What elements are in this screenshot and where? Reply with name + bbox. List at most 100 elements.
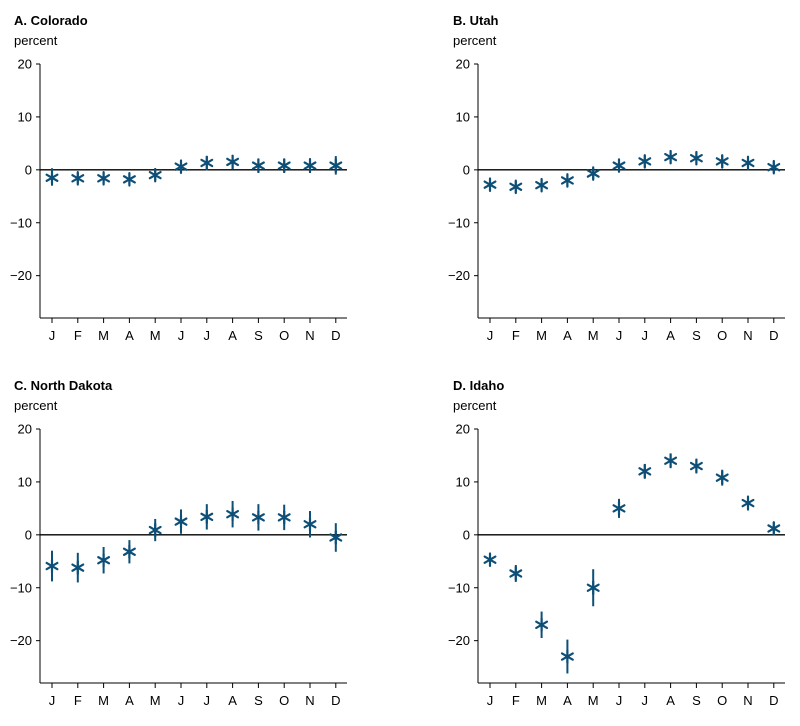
- data-point: [664, 453, 678, 469]
- data-point-stroke: [767, 524, 781, 533]
- x-tick-label: O: [279, 693, 289, 708]
- x-tick-label: M: [150, 693, 161, 708]
- data-point-stroke: [767, 162, 781, 172]
- data-point: [483, 552, 497, 568]
- x-tick-label: O: [279, 328, 289, 343]
- y-tick-label: −10: [448, 215, 470, 230]
- x-tick-label: N: [743, 328, 752, 343]
- data-point: [612, 501, 626, 516]
- x-tick-label: S: [692, 328, 701, 343]
- y-axis-unit-label: percent: [453, 398, 497, 413]
- y-tick-label: −10: [10, 215, 32, 230]
- x-tick-label: J: [487, 328, 494, 343]
- x-tick-label: D: [331, 328, 340, 343]
- data-point: [226, 506, 240, 522]
- data-point-stroke: [509, 569, 523, 578]
- y-tick-label: −10: [10, 580, 32, 595]
- data-point: [251, 158, 265, 173]
- data-point: [200, 155, 214, 171]
- x-tick-label: F: [512, 693, 520, 708]
- data-point: [638, 464, 652, 479]
- data-point-stroke: [483, 555, 497, 564]
- data-point-stroke: [560, 176, 574, 185]
- data-point-stroke: [226, 157, 240, 167]
- y-tick-label: −20: [448, 633, 470, 648]
- data-point: [329, 158, 343, 173]
- data-point-stroke: [586, 169, 600, 178]
- data-point-stroke: [71, 174, 85, 183]
- y-tick-label: 10: [456, 474, 470, 489]
- y-axis-unit-label: percent: [14, 398, 58, 413]
- data-point-stroke: [689, 461, 703, 471]
- data-point-stroke: [483, 180, 497, 189]
- x-tick-label: M: [98, 693, 109, 708]
- data-point-stroke: [303, 520, 317, 529]
- data-point-stroke: [200, 158, 214, 168]
- x-tick-label: F: [74, 328, 82, 343]
- chart-colorado: 20 10 0 −10 −20 J F M A M J J A S O N D: [10, 57, 347, 343]
- data-point-stroke: [689, 153, 703, 163]
- data-point: [689, 150, 703, 166]
- x-tick-label: J: [642, 328, 649, 343]
- data-point: [715, 154, 729, 169]
- data-point: [97, 552, 111, 568]
- x-tick-label: J: [616, 328, 623, 343]
- data-point: [277, 158, 291, 173]
- data-point-stroke: [303, 161, 317, 170]
- x-tick-label: S: [254, 328, 263, 343]
- x-tick-label: A: [228, 328, 237, 343]
- x-tick-label: J: [616, 693, 623, 708]
- y-tick-label: 10: [18, 109, 32, 124]
- data-point: [303, 516, 317, 532]
- y-tick-label: 0: [25, 162, 32, 177]
- panel-title: A. Colorado: [14, 13, 88, 28]
- x-tick-label: J: [642, 693, 649, 708]
- x-tick-label: O: [717, 693, 727, 708]
- data-point-stroke: [277, 161, 291, 170]
- data-point-stroke: [71, 563, 85, 572]
- x-tick-label: A: [563, 693, 572, 708]
- data-point-stroke: [329, 161, 343, 170]
- x-tick-label: M: [536, 328, 547, 343]
- x-tick-label: F: [74, 693, 82, 708]
- data-point: [560, 173, 574, 188]
- y-tick-label: 10: [18, 474, 32, 489]
- data-point: [148, 167, 162, 183]
- y-tick-label: 0: [463, 162, 470, 177]
- panel-utah: B. Utah percent 20 10 0 −10 −20 J F M A M J J A S O N D: [438, 0, 800, 360]
- data-point: [148, 522, 162, 538]
- data-point: [329, 530, 343, 545]
- data-point: [277, 510, 291, 525]
- y-tick-label: −20: [10, 268, 32, 283]
- x-tick-label: A: [563, 328, 572, 343]
- panel-title: B. Utah: [453, 13, 499, 28]
- y-tick-label: 10: [456, 109, 470, 124]
- data-point-stroke: [638, 157, 652, 166]
- x-tick-label: A: [666, 693, 675, 708]
- data-point: [715, 470, 729, 485]
- data-point: [741, 495, 755, 511]
- x-tick-label: D: [769, 693, 778, 708]
- x-tick-label: M: [588, 328, 599, 343]
- y-tick-label: 20: [18, 57, 32, 72]
- chart-north-dakota: 20 10 0 −10 −20 J F M A M J J A S O N D: [10, 422, 347, 708]
- x-tick-label: N: [305, 693, 314, 708]
- data-point: [174, 514, 188, 529]
- y-tick-label: −20: [10, 633, 32, 648]
- data-point: [303, 158, 317, 173]
- data-point: [586, 580, 600, 596]
- x-tick-label: M: [536, 693, 547, 708]
- data-point-stroke: [715, 157, 729, 166]
- data-point-stroke: [612, 161, 626, 170]
- data-point-stroke: [509, 182, 523, 191]
- data-point: [45, 170, 59, 186]
- x-tick-label: M: [150, 328, 161, 343]
- x-tick-label: A: [228, 693, 237, 708]
- x-tick-label: J: [178, 328, 185, 343]
- data-point-stroke: [612, 504, 626, 513]
- x-tick-label: N: [305, 328, 314, 343]
- data-point: [741, 155, 755, 171]
- x-tick-label: M: [98, 328, 109, 343]
- y-axis-unit-label: percent: [453, 33, 497, 48]
- data-point-stroke: [741, 498, 755, 508]
